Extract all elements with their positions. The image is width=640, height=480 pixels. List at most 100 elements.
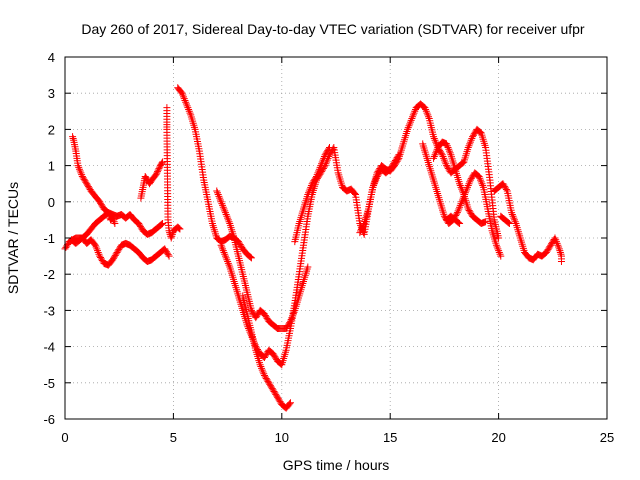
data-point	[165, 252, 173, 260]
data-series-16	[497, 212, 513, 228]
data-point	[152, 171, 160, 179]
data-point	[94, 247, 102, 255]
data-point	[405, 122, 413, 130]
data-point	[257, 363, 265, 371]
data-point	[167, 234, 175, 242]
y-tick-label: 1	[48, 159, 55, 174]
data-point	[357, 227, 365, 235]
data-point	[263, 314, 271, 322]
data-point	[254, 311, 262, 319]
data-point	[495, 248, 503, 256]
data-point	[317, 162, 325, 170]
data-point	[456, 180, 464, 188]
data-point	[325, 145, 333, 153]
data-point	[446, 149, 454, 157]
data-point	[404, 124, 412, 132]
data-series-9	[239, 292, 294, 412]
data-point	[222, 210, 230, 218]
data-point	[314, 169, 322, 177]
data-point	[499, 180, 507, 188]
data-point	[174, 224, 182, 232]
data-point	[375, 166, 383, 174]
data-point	[260, 310, 268, 318]
data-point	[157, 221, 165, 229]
data-point	[466, 178, 474, 186]
data-point	[272, 390, 280, 398]
data-point	[431, 151, 439, 159]
data-point	[186, 109, 194, 117]
data-point	[258, 364, 266, 372]
data-point	[406, 120, 414, 128]
data-point	[77, 169, 85, 177]
data-point	[457, 200, 465, 208]
data-point	[158, 220, 166, 228]
data-point	[445, 147, 453, 155]
data-point	[75, 163, 83, 171]
data-point	[224, 214, 232, 222]
data-point	[409, 111, 417, 119]
data-point	[557, 258, 565, 266]
data-series-5	[163, 104, 184, 242]
data-point	[307, 183, 315, 191]
data-point	[183, 102, 191, 110]
data-point	[464, 205, 472, 213]
data-point	[269, 350, 277, 358]
grid	[65, 57, 607, 419]
data-point	[304, 191, 312, 199]
data-point	[410, 109, 418, 117]
data-point	[477, 176, 485, 184]
data-point	[393, 157, 401, 165]
data-point	[272, 354, 280, 362]
data-point	[164, 251, 172, 259]
data-point	[453, 210, 461, 218]
data-point	[318, 158, 326, 166]
data-point	[110, 254, 118, 262]
y-tick-label: 3	[48, 86, 55, 101]
x-tick-label: 20	[491, 430, 505, 445]
data-point	[273, 392, 281, 400]
data-point	[424, 111, 432, 119]
data-point	[213, 189, 221, 197]
data-point	[247, 254, 255, 262]
data-point	[453, 209, 461, 217]
data-point	[62, 243, 70, 251]
data-point	[83, 180, 91, 188]
data-point	[456, 182, 464, 190]
data-point	[442, 160, 450, 168]
data-point	[93, 245, 101, 253]
data-point	[180, 93, 188, 101]
data-point	[440, 212, 448, 220]
data-point	[409, 113, 417, 121]
data-point	[111, 251, 119, 259]
x-axis-label: GPS time / hours	[283, 457, 390, 473]
data-point	[545, 244, 553, 252]
data-point	[391, 160, 399, 168]
data-point	[286, 399, 294, 407]
data-point	[98, 202, 106, 210]
data-point	[422, 107, 430, 115]
data-series-4	[137, 158, 167, 202]
data-point	[265, 379, 273, 387]
data-point	[158, 159, 166, 167]
data-point	[479, 182, 487, 190]
data-point	[235, 239, 243, 247]
data-point	[556, 248, 564, 256]
data-series-6	[174, 84, 255, 262]
data-point	[135, 220, 143, 228]
data-point	[74, 162, 82, 170]
data-point	[260, 353, 268, 361]
data-point	[469, 133, 477, 141]
data-point	[316, 163, 324, 171]
data-point	[223, 256, 231, 264]
data-point	[311, 175, 319, 183]
data-point	[321, 151, 329, 159]
data-point	[421, 104, 429, 112]
data-point	[351, 189, 359, 197]
data-point	[404, 125, 412, 133]
data-point	[467, 209, 475, 217]
data-point	[320, 154, 328, 162]
data-point	[495, 247, 503, 255]
data-point	[510, 216, 518, 224]
data-point	[215, 192, 223, 200]
data-point	[79, 174, 87, 182]
